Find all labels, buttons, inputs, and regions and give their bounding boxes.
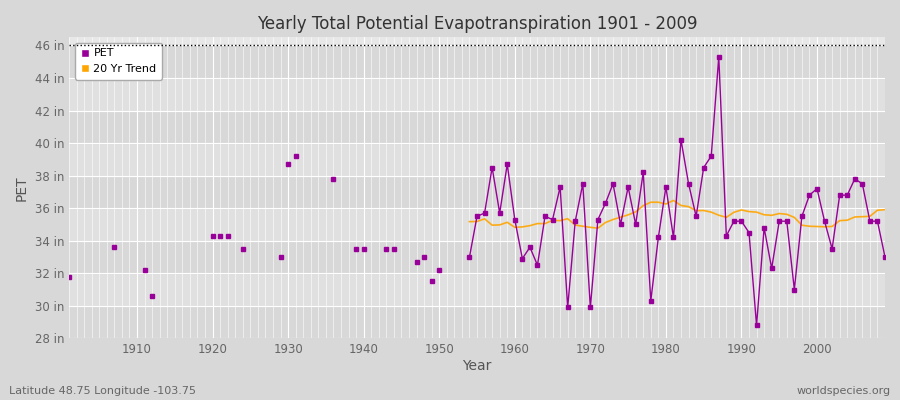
Text: worldspecies.org: worldspecies.org: [796, 386, 891, 396]
Bar: [69, 273, 885, 306]
X-axis label: Year: Year: [463, 359, 491, 373]
Text: Latitude 48.75 Longitude -103.75: Latitude 48.75 Longitude -103.75: [9, 386, 196, 396]
Bar: [69, 143, 885, 176]
Bar: [69, 208, 885, 241]
Bar: [69, 176, 885, 208]
Bar: [69, 46, 885, 78]
Legend: PET, 20 Yr Trend: PET, 20 Yr Trend: [75, 43, 162, 80]
Bar: [69, 78, 885, 110]
Y-axis label: PET: PET: [15, 175, 29, 201]
Bar: [69, 306, 885, 338]
Title: Yearly Total Potential Evapotranspiration 1901 - 2009: Yearly Total Potential Evapotranspiratio…: [256, 15, 698, 33]
Bar: [69, 241, 885, 273]
Bar: [69, 110, 885, 143]
